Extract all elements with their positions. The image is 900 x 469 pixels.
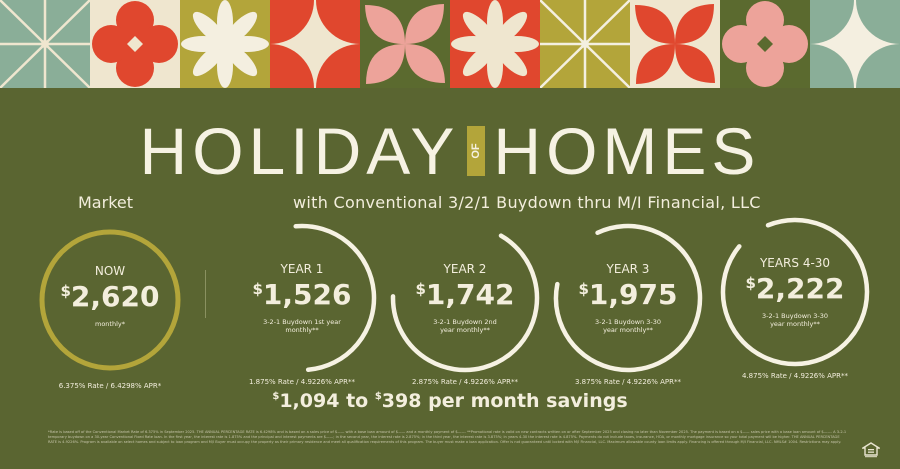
banner-tile-eight-petal-flower-icon	[180, 0, 270, 88]
divider	[205, 270, 206, 318]
payment-card: YEARS 4-30 $2,222 3-2-1 Buydown 3-30 yea…	[705, 202, 885, 382]
payment-ring	[39, 229, 181, 371]
savings-headline: $1,094 to $398 per month savings	[272, 390, 628, 412]
payment-description: monthly*	[95, 320, 125, 328]
rate-apr: 3.875% Rate / 4.9226% APR**	[574, 378, 682, 386]
period-label: YEAR 1	[280, 262, 324, 276]
payment-card: YEAR 1 $1,526 3-2-1 Buydown 1st year mon…	[212, 208, 392, 388]
title-holiday: HOLIDAY	[139, 113, 460, 188]
period-label: YEARS 4-30	[759, 256, 831, 270]
payment-description: 3-2-1 Buydown 3-30 year monthly**	[762, 312, 828, 328]
banner-tile-four-point-star-icon	[766, 0, 900, 132]
buydown-subtitle: with Conventional 3/2/1 Buydown thru M/I…	[293, 193, 761, 212]
payment-ring	[553, 223, 703, 373]
monthly-payment: $1,526	[252, 278, 352, 311]
equal-housing-icon	[862, 442, 880, 458]
payment-ring	[227, 223, 377, 373]
banner-tile-x-petals-icon	[630, 0, 720, 88]
banner-tile-x-petals-icon	[360, 0, 450, 88]
disclaimer-fine-print: *Rate is based off of the Conventional M…	[48, 430, 847, 444]
rate-apr: 1.875% Rate / 4.9226% APR**	[248, 378, 356, 386]
title-homes: HOMES	[493, 113, 761, 188]
monthly-payment: $1,975	[578, 278, 678, 311]
payment-description: 3-2-1 Buydown 1st year monthly**	[263, 318, 341, 334]
period-label: NOW	[94, 264, 126, 278]
banner-tile-radiating-lines-icon	[0, 0, 91, 89]
payment-ring	[390, 223, 540, 373]
rate-apr: 2.875% Rate / 4.9226% APR**	[411, 378, 519, 386]
payment-card: NOW $2,620 monthly* 6.375% Rate / 6.4298…	[20, 210, 200, 390]
payment-ring	[720, 217, 870, 367]
rate-apr: 4.875% Rate / 4.9226% APR**	[741, 372, 849, 380]
period-label: YEAR 2	[443, 262, 487, 276]
rate-apr: 6.375% Rate / 6.4298% APR*	[58, 382, 162, 390]
banner-tile-radiating-lines-icon	[539, 0, 631, 89]
decorative-banner	[0, 0, 900, 132]
banner-tile-four-petal-flower-icon	[90, 0, 180, 88]
monthly-payment: $2,222	[745, 272, 845, 305]
banner-tile-four-petal-flower-icon	[720, 0, 810, 88]
payment-card: YEAR 2 $1,742 3-2-1 Buydown 2nd year mon…	[375, 208, 555, 388]
monthly-payment: $2,620	[60, 280, 160, 313]
payment-card: YEAR 3 $1,975 3-2-1 Buydown 3-30 year mo…	[538, 208, 718, 388]
title-of-badge: OF	[467, 125, 486, 176]
page-title: HOLIDAY OF HOMES	[0, 110, 900, 186]
period-label: YEAR 3	[606, 262, 650, 276]
payment-description: 3-2-1 Buydown 3-30 year monthly**	[595, 318, 661, 334]
banner-tile-eight-petal-flower-icon	[450, 0, 540, 88]
banner-tile-four-point-star-icon	[226, 0, 404, 132]
market-label: Market	[78, 193, 133, 212]
payment-description: 3-2-1 Buydown 2nd year monthly**	[433, 318, 497, 334]
monthly-payment: $1,742	[415, 278, 515, 311]
